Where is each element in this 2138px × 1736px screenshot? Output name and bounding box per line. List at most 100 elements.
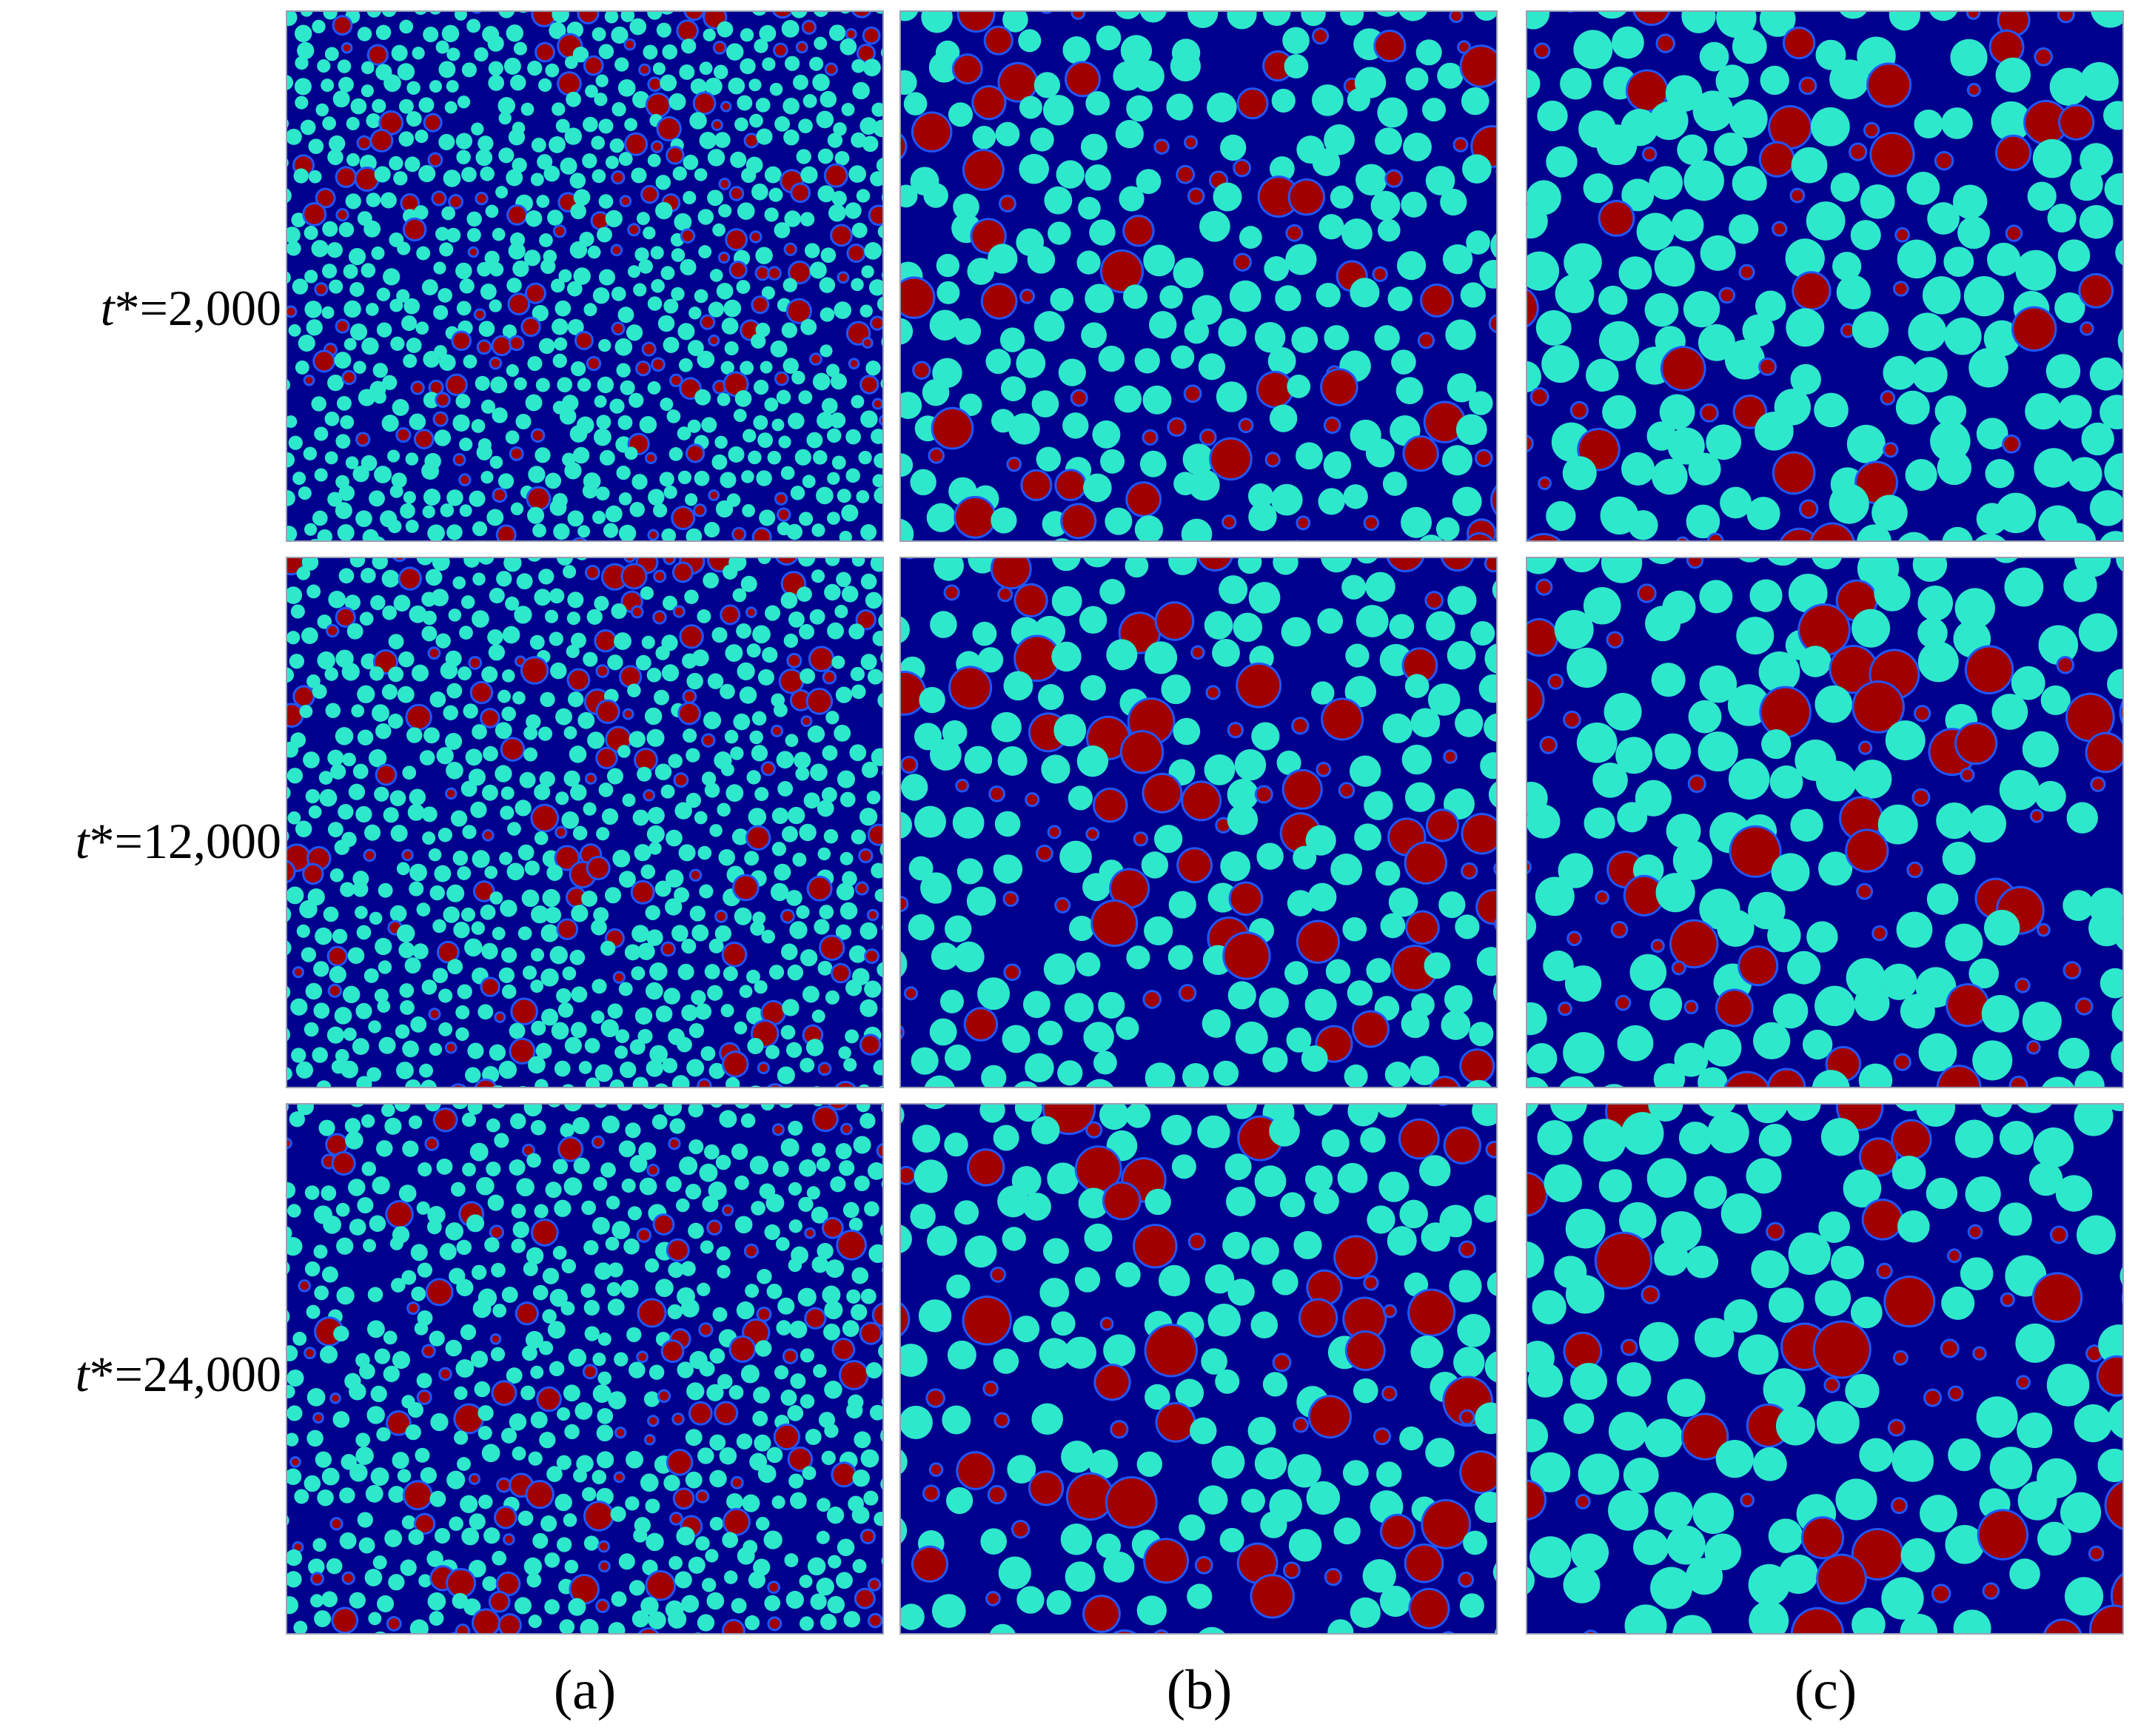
cyan-phase-particle <box>787 1405 804 1421</box>
cyan-phase-particle <box>416 558 434 566</box>
red-phase-particle <box>1388 558 1422 571</box>
cyan-phase-particle <box>642 1105 659 1110</box>
red-phase-particle <box>1431 1078 1458 1087</box>
cyan-phase-particle <box>1532 1290 1566 1324</box>
red-phase-particle <box>1662 348 1704 389</box>
cyan-phase-particle <box>1981 994 2020 1033</box>
cyan-phase-particle <box>455 1359 475 1378</box>
cyan-phase-particle <box>749 1156 769 1175</box>
red-phase-particle <box>538 1388 560 1410</box>
cyan-phase-particle <box>660 784 675 799</box>
red-phase-particle <box>1375 1430 1390 1444</box>
cyan-phase-particle <box>1275 285 1301 312</box>
cyan-phase-particle <box>495 722 512 740</box>
cyan-phase-particle <box>452 850 469 866</box>
cyan-phase-particle <box>349 323 368 341</box>
cyan-phase-particle <box>595 74 609 87</box>
cyan-phase-particle <box>697 350 715 369</box>
cyan-phase-particle <box>929 309 961 341</box>
cyan-phase-particle <box>1895 1105 1923 1112</box>
cyan-phase-particle <box>1874 574 1911 611</box>
cyan-phase-particle <box>467 1105 483 1115</box>
cyan-phase-particle <box>662 1058 678 1073</box>
cyan-phase-particle <box>1179 1514 1205 1541</box>
red-phase-particle <box>649 1417 657 1425</box>
red-phase-particle <box>1673 962 1684 973</box>
cyan-phase-particle <box>1401 506 1432 538</box>
cyan-phase-particle <box>552 1245 567 1260</box>
panel-row1-col-a <box>286 10 884 542</box>
cyan-phase-particle <box>489 891 503 905</box>
cyan-phase-particle <box>845 979 862 996</box>
cyan-phase-particle <box>931 942 959 971</box>
red-particle-halo <box>572 537 588 540</box>
red-phase-particle <box>731 1337 754 1361</box>
cyan-phase-particle <box>1270 483 1303 516</box>
cyan-phase-particle <box>1042 1238 1069 1264</box>
cyan-phase-particle <box>321 1185 337 1201</box>
red-phase-particle <box>588 858 609 879</box>
red-phase-particle <box>509 206 526 224</box>
cyan-phase-particle <box>1115 12 1141 19</box>
cyan-phase-particle <box>388 666 404 683</box>
cyan-phase-particle <box>339 1487 355 1504</box>
cyan-phase-particle <box>954 941 985 973</box>
cyan-phase-particle <box>813 1364 827 1378</box>
cyan-phase-particle <box>833 122 847 136</box>
red-phase-particle <box>1322 370 1356 404</box>
cyan-phase-particle <box>771 1495 785 1509</box>
red-phase-particle <box>447 789 455 798</box>
cyan-phase-particle <box>1659 394 1695 430</box>
phase-field-image <box>901 558 1496 1087</box>
cyan-phase-particle <box>1279 1192 1305 1218</box>
cyan-phase-particle <box>419 1063 434 1078</box>
cyan-phase-particle <box>617 745 631 758</box>
red-phase-particle <box>1096 1366 1129 1399</box>
cyan-phase-particle <box>1648 558 1676 565</box>
cyan-phase-particle <box>2081 422 2114 456</box>
red-phase-particle <box>593 1137 603 1147</box>
cyan-phase-particle <box>680 258 697 275</box>
cyan-phase-particle <box>441 24 460 43</box>
cyan-phase-particle <box>358 389 376 406</box>
red-phase-particle <box>763 763 774 774</box>
phase-field-image <box>1527 558 2122 1087</box>
cyan-phase-particle <box>1752 1447 1787 1481</box>
red-phase-particle <box>776 494 786 503</box>
cyan-phase-particle <box>398 942 415 959</box>
cyan-phase-particle <box>1296 442 1323 470</box>
cyan-phase-particle <box>1815 39 1846 70</box>
cyan-phase-particle <box>977 647 1004 673</box>
red-phase-particle <box>901 136 905 157</box>
red-phase-particle <box>1365 1277 1377 1289</box>
red-phase-particle <box>682 230 694 241</box>
cyan-phase-particle <box>329 965 346 984</box>
cyan-phase-particle <box>417 1262 433 1278</box>
cyan-phase-particle <box>608 1391 626 1410</box>
cyan-phase-particle <box>481 784 498 801</box>
red-phase-particle <box>1979 1511 2027 1558</box>
cyan-phase-particle <box>1926 883 1959 915</box>
cyan-phase-particle <box>814 36 828 50</box>
red-phase-particle <box>1865 124 1878 137</box>
red-phase-particle <box>1490 316 1496 331</box>
red-phase-particle <box>437 394 449 406</box>
cyan-phase-particle <box>939 989 964 1013</box>
cyan-phase-particle <box>289 1111 305 1127</box>
red-phase-particle <box>1179 849 1211 882</box>
cyan-phase-particle <box>368 749 387 768</box>
cyan-phase-particle <box>458 666 472 681</box>
red-phase-particle <box>1643 148 1655 160</box>
red-phase-particle <box>1410 1290 1454 1335</box>
cyan-phase-particle <box>421 626 438 642</box>
cyan-phase-particle <box>308 138 324 155</box>
cyan-phase-particle <box>1487 1272 1496 1296</box>
cyan-phase-particle <box>715 500 734 518</box>
cyan-phase-particle <box>573 267 591 285</box>
cyan-phase-particle <box>323 1216 341 1234</box>
red-phase-particle <box>1814 1322 1869 1377</box>
cyan-phase-particle <box>583 1535 600 1551</box>
red-phase-particle <box>477 1080 495 1087</box>
red-phase-particle <box>400 569 420 589</box>
cyan-phase-particle <box>849 744 867 762</box>
